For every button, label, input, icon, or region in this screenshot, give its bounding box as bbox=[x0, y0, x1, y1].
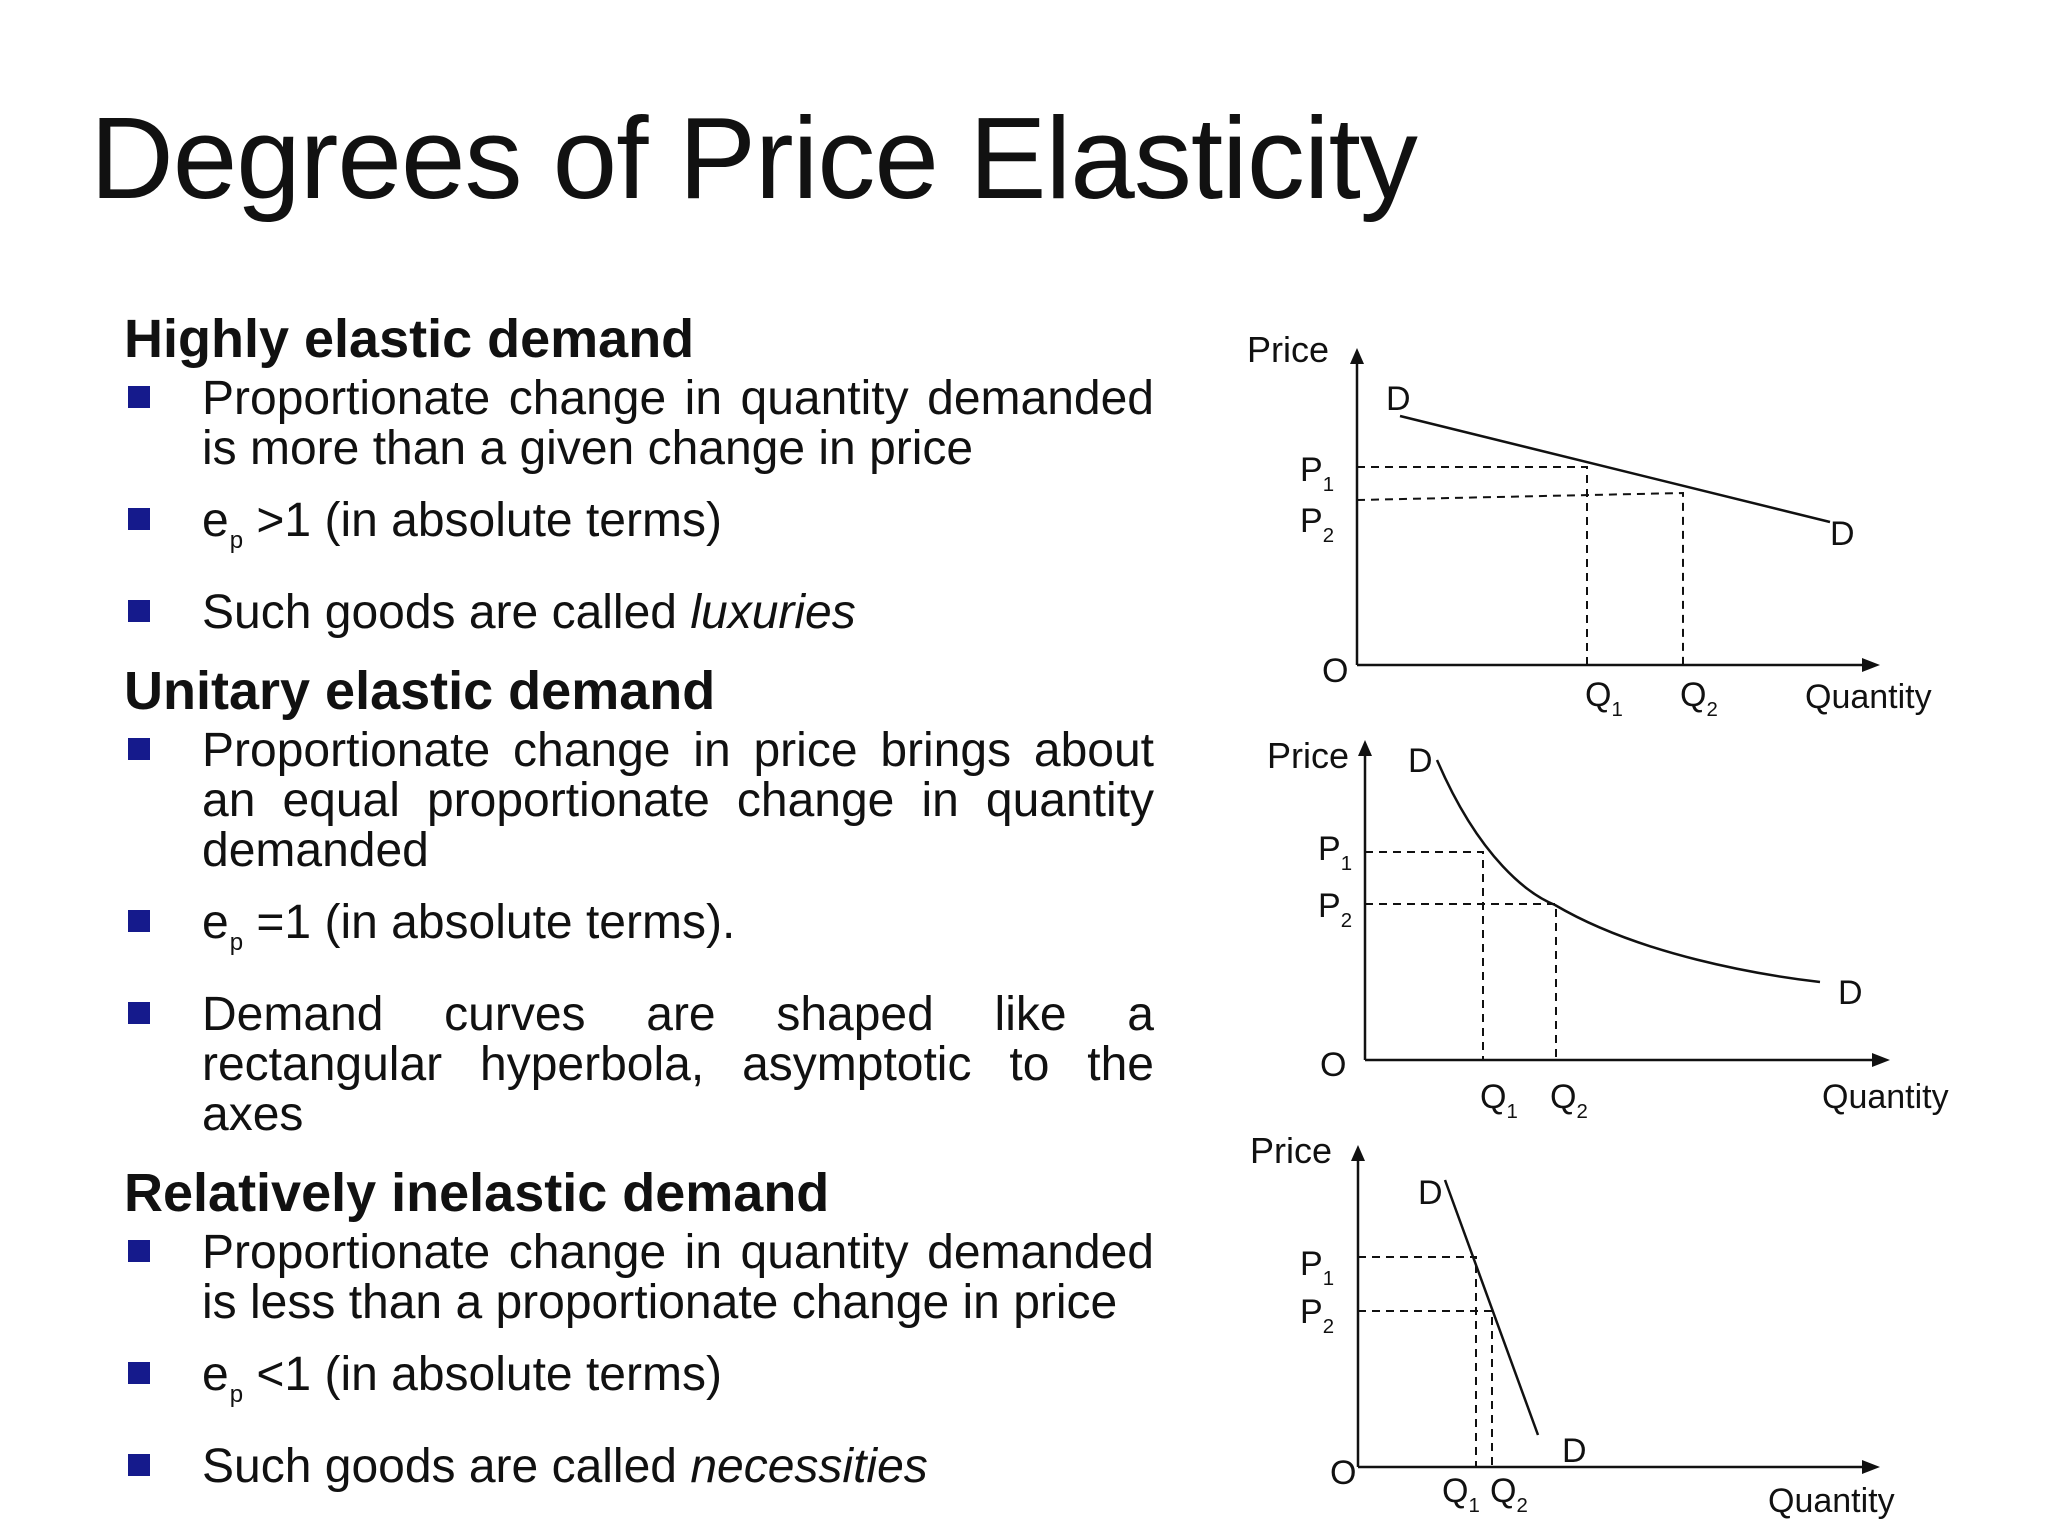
price-label-p1: P1 bbox=[1300, 451, 1334, 496]
bullet-item: ep >1 (in absolute terms) bbox=[124, 496, 1154, 566]
section-heading: Highly elastic demand bbox=[124, 309, 695, 369]
square-bullet-icon bbox=[128, 1240, 150, 1262]
quantity-axis-arrow-icon bbox=[1872, 1053, 1890, 1067]
section-unitary-elastic: Unitary elastic demand Proportionate cha… bbox=[124, 660, 1154, 1140]
bullet-item: Proportionate change in price brings abo… bbox=[124, 726, 1154, 876]
goods-type: luxuries bbox=[690, 586, 856, 639]
demand-curve bbox=[1435, 759, 1821, 984]
elasticity-symbol: e bbox=[202, 896, 229, 949]
bullet-item: Such goods are called luxuries bbox=[124, 588, 1154, 638]
section-heading: Relatively inelastic demand bbox=[124, 1163, 830, 1223]
bullet-text-lead: Such goods are called bbox=[202, 1440, 691, 1493]
price-label-p2: P2 bbox=[1300, 502, 1334, 547]
quantity-label-q1: Q1 bbox=[1480, 1078, 1518, 1123]
elasticity-symbol: e bbox=[202, 494, 229, 547]
elasticity-subscript: p bbox=[229, 929, 244, 956]
quantity-label-q2: Q2 bbox=[1550, 1078, 1588, 1123]
bullet-text: Such goods are called luxuries bbox=[202, 588, 1154, 638]
origin-label: O bbox=[1322, 652, 1348, 690]
square-bullet-icon bbox=[128, 1454, 150, 1476]
demand-curve-label-bottom: D bbox=[1838, 974, 1863, 1012]
section-relatively-inelastic: Relatively inelastic demand Proportionat… bbox=[124, 1162, 1154, 1492]
section-heading: Unitary elastic demand bbox=[124, 661, 716, 721]
demand-curve-label-top: D bbox=[1386, 380, 1411, 418]
elasticity-condition: >1 (in absolute terms) bbox=[243, 494, 722, 547]
dashed-guide-2 bbox=[1356, 491, 1684, 665]
quantity-label-q2: Q2 bbox=[1680, 676, 1718, 721]
section-highly-elastic: Highly elastic demand Proportionate chan… bbox=[124, 308, 1154, 638]
square-bullet-icon bbox=[128, 1362, 150, 1384]
quantity-axis-label: Quantity bbox=[1805, 678, 1932, 716]
demand-curve-label-top: D bbox=[1418, 1174, 1443, 1212]
demand-curve-label-bottom: D bbox=[1830, 515, 1855, 553]
price-axis-arrow-icon bbox=[1350, 348, 1364, 364]
bullet-item: Demand curves are shaped like a rectangu… bbox=[124, 990, 1154, 1140]
square-bullet-icon bbox=[128, 386, 150, 408]
elasticity-condition: <1 (in absolute terms) bbox=[243, 1348, 722, 1401]
slide-title: Degrees of Price Elasticity bbox=[90, 93, 1418, 223]
dashed-guide-1 bbox=[1357, 466, 1588, 665]
price-axis-label: Price bbox=[1247, 329, 1329, 370]
square-bullet-icon bbox=[128, 508, 150, 530]
price-axis-arrow-icon bbox=[1358, 740, 1372, 756]
bullet-item: Such goods are called necessities bbox=[124, 1442, 1154, 1492]
square-bullet-icon bbox=[128, 1002, 150, 1024]
bullet-text: Proportionate change in quantity demande… bbox=[202, 372, 1154, 475]
demand-diagram-1: Price Quantity O D D P1 P2 Q1 Q2 bbox=[1247, 329, 1932, 721]
quantity-label-q1: Q1 bbox=[1585, 676, 1623, 721]
bullet-list: Proportionate change in quantity demande… bbox=[124, 1228, 1154, 1492]
goods-type: necessities bbox=[690, 1440, 928, 1493]
elasticity-condition: =1 (in absolute terms). bbox=[243, 896, 736, 949]
demand-curve-label-top: D bbox=[1408, 742, 1433, 780]
demand-curve-label-bottom: D bbox=[1562, 1432, 1587, 1470]
bullet-list: Proportionate change in quantity demande… bbox=[124, 374, 1154, 638]
demand-curve bbox=[1399, 414, 1831, 524]
price-axis-label: Price bbox=[1267, 735, 1349, 776]
bullet-text-lead: Such goods are called bbox=[202, 586, 691, 639]
quantity-axis-arrow-icon bbox=[1862, 1460, 1880, 1474]
quantity-axis-label: Quantity bbox=[1768, 1482, 1895, 1520]
elasticity-subscript: p bbox=[229, 1381, 244, 1408]
elasticity-subscript: p bbox=[229, 527, 244, 554]
demand-diagram-2: Price Quantity O D D P1 P2 Q1 Q2 bbox=[1267, 735, 1949, 1123]
price-label-p1: P1 bbox=[1318, 830, 1352, 875]
origin-label: O bbox=[1320, 1046, 1346, 1084]
price-label-p2: P2 bbox=[1318, 887, 1352, 932]
price-label-p2: P2 bbox=[1300, 1293, 1334, 1338]
square-bullet-icon bbox=[128, 910, 150, 932]
bullet-item: Proportionate change in quantity demande… bbox=[124, 1228, 1154, 1328]
bullet-text: Such goods are called necessities bbox=[202, 1442, 1154, 1492]
bullet-text: Proportionate change in price brings abo… bbox=[202, 724, 1154, 877]
price-label-p1: P1 bbox=[1300, 1245, 1334, 1290]
bullet-text: ep =1 (in absolute terms). bbox=[202, 898, 1154, 968]
bullet-item: ep <1 (in absolute terms) bbox=[124, 1350, 1154, 1420]
origin-label: O bbox=[1330, 1454, 1356, 1492]
dashed-guide-2 bbox=[1358, 1310, 1493, 1467]
bullet-text: Proportionate change in quantity demande… bbox=[202, 1226, 1154, 1329]
dashed-guide-2 bbox=[1365, 903, 1557, 1060]
price-axis-label: Price bbox=[1250, 1130, 1332, 1171]
bullet-text: Demand curves are shaped like a rectangu… bbox=[202, 988, 1154, 1141]
bullet-text: ep <1 (in absolute terms) bbox=[202, 1350, 1154, 1420]
bullet-text: ep >1 (in absolute terms) bbox=[202, 496, 1154, 566]
bullet-item: ep =1 (in absolute terms). bbox=[124, 898, 1154, 968]
quantity-axis-arrow-icon bbox=[1862, 658, 1880, 672]
price-axis-arrow-icon bbox=[1351, 1145, 1365, 1161]
dashed-guide-1 bbox=[1365, 851, 1484, 1060]
bullet-list: Proportionate change in price brings abo… bbox=[124, 726, 1154, 1140]
square-bullet-icon bbox=[128, 600, 150, 622]
bullet-item: Proportionate change in quantity demande… bbox=[124, 374, 1154, 474]
quantity-label-q2: Q2 bbox=[1490, 1472, 1528, 1517]
square-bullet-icon bbox=[128, 738, 150, 760]
demand-curve bbox=[1443, 1179, 1540, 1436]
quantity-label-q1: Q1 bbox=[1442, 1472, 1480, 1517]
elasticity-symbol: e bbox=[202, 1348, 229, 1401]
quantity-axis-label: Quantity bbox=[1822, 1078, 1949, 1116]
dashed-guide-1 bbox=[1358, 1256, 1477, 1467]
slide-content: Highly elastic demand Proportionate chan… bbox=[124, 308, 1154, 1514]
